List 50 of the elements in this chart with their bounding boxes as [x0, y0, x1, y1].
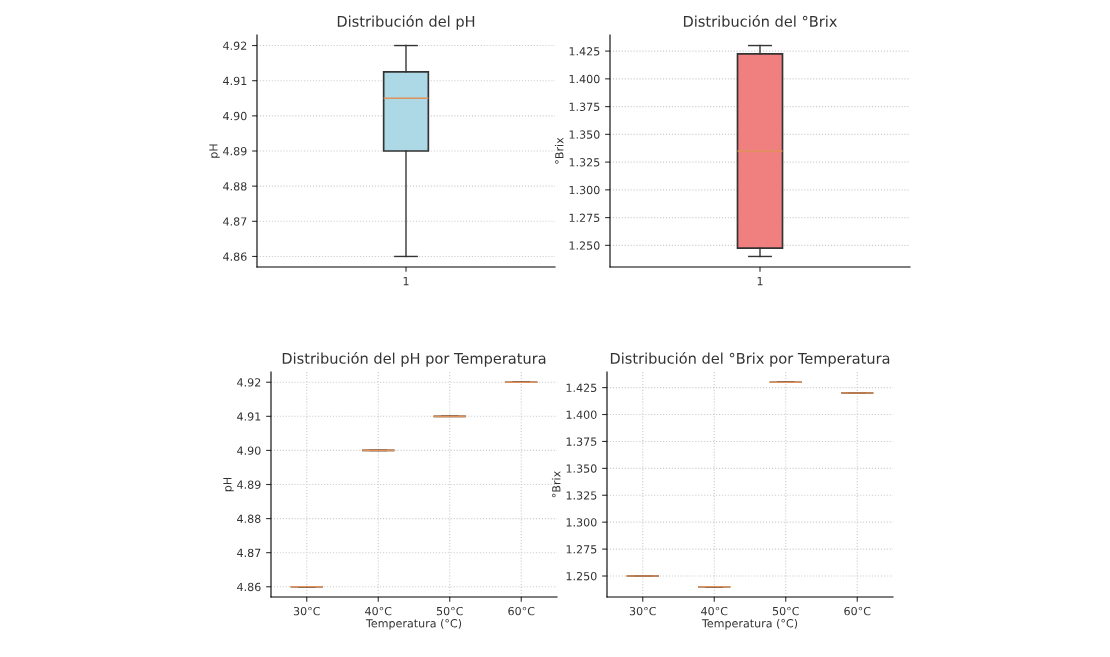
- y-axis-title: °Brix: [551, 471, 561, 498]
- x-tick-label: 50°C: [436, 606, 463, 616]
- x-tick-label: 30°C: [629, 606, 656, 616]
- x-tick-label: 30°C: [293, 606, 320, 616]
- y-tick-label: 1.350: [569, 130, 600, 139]
- x-tick-label: 40°C: [365, 606, 392, 616]
- y-tick-label: 4.88: [237, 514, 261, 523]
- y-tick-label: 1.400: [566, 410, 597, 419]
- y-tick-label: 1.250: [566, 571, 597, 581]
- x-tick-label: 1: [403, 277, 409, 286]
- y-tick-label: 1.250: [569, 241, 600, 250]
- y-tick-label: 4.86: [237, 582, 261, 592]
- x-axis-title: Temperatura (°C): [701, 618, 798, 630]
- y-tick-label: 4.92: [237, 378, 261, 387]
- y-tick-label: 4.89: [237, 480, 261, 489]
- x-axis-title: Temperatura (°C): [365, 618, 462, 630]
- y-axis-title: °Brix: [554, 137, 564, 164]
- x-tick-label: 60°C: [508, 606, 535, 616]
- y-axis-title: pH: [209, 144, 220, 158]
- y-tick-label: 4.87: [237, 548, 261, 558]
- y-tick-label: 1.325: [569, 158, 600, 167]
- x-tick-label: 60°C: [844, 606, 871, 616]
- x-tick-label: 50°C: [772, 606, 799, 616]
- y-tick-label: 4.87: [223, 217, 247, 226]
- y-axis-title: pH: [223, 477, 234, 492]
- y-tick-label: 4.86: [223, 252, 247, 261]
- y-tick-label: 1.300: [569, 185, 600, 195]
- x-tick-label: 1: [757, 277, 763, 286]
- y-tick-label: 4.90: [237, 446, 261, 455]
- y-tick-label: 1.350: [566, 464, 597, 473]
- chart-title: Distribución del pH por Temperatura: [282, 352, 546, 367]
- x-tick-label: 40°C: [701, 606, 728, 616]
- y-tick-label: 1.275: [569, 213, 600, 222]
- y-tick-label: 1.325: [566, 491, 597, 500]
- y-tick-label: 1.275: [566, 545, 597, 554]
- chart-title: Distribución del °Brix: [683, 15, 837, 27]
- y-tick-label: 4.91: [237, 412, 261, 421]
- y-tick-label: 4.88: [223, 182, 247, 191]
- y-tick-label: 1.300: [566, 518, 597, 527]
- y-tick-label: 1.375: [566, 437, 597, 446]
- chart-title: Distribución del pH: [337, 15, 475, 30]
- y-tick-label: 1.375: [569, 102, 600, 111]
- y-tick-label: 1.400: [569, 74, 600, 84]
- y-tick-label: 4.90: [223, 111, 247, 121]
- y-tick-label: 1.425: [566, 383, 597, 392]
- y-tick-label: 4.89: [223, 146, 247, 156]
- y-tick-label: 1.425: [569, 47, 600, 56]
- chart-title: Distribución del °Brix por Temperatura: [610, 352, 890, 367]
- y-tick-label: 4.92: [223, 41, 247, 50]
- y-tick-label: 4.91: [223, 76, 247, 86]
